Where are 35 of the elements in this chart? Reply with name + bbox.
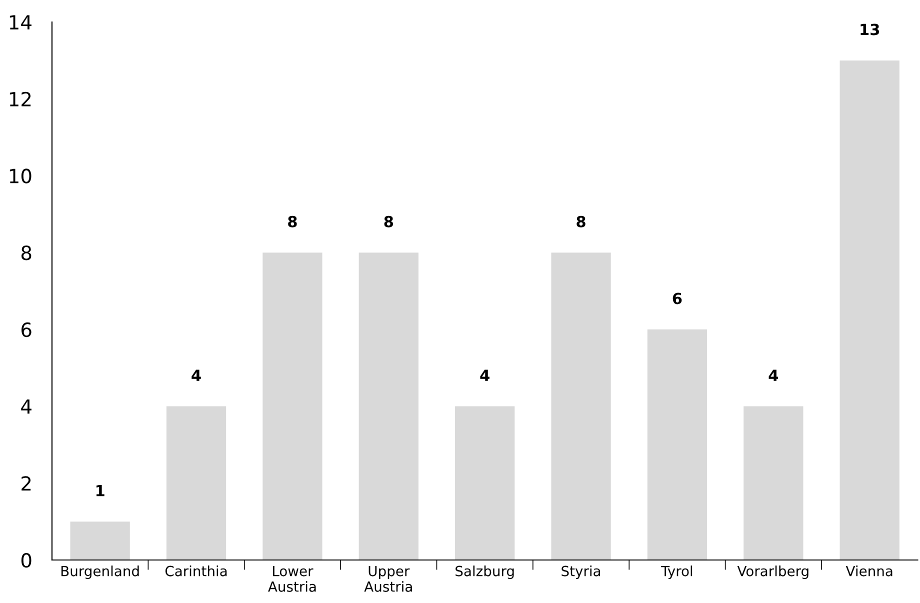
y-tick-label: 6 <box>22 322 32 338</box>
data-label: 4 <box>480 370 490 381</box>
y-tick-label: 0 <box>21 552 32 568</box>
bar <box>840 60 900 560</box>
y-tick-label: 4 <box>21 400 32 414</box>
bar <box>70 522 130 560</box>
data-label: 8 <box>576 216 586 228</box>
data-label: 4 <box>768 370 778 381</box>
x-tick-label: Carinthia <box>165 566 227 576</box>
data-label: 13 <box>860 24 880 36</box>
x-tick-label: Lower Austria <box>268 566 316 592</box>
y-tick-label: 14 <box>10 15 32 30</box>
bar <box>744 406 804 560</box>
data-label: 1 <box>96 485 104 496</box>
bar <box>166 406 226 560</box>
data-label: 4 <box>192 370 201 381</box>
bar <box>262 252 322 560</box>
data-label: 8 <box>288 216 297 228</box>
x-tick-label: Vienna <box>846 566 892 576</box>
x-tick-label: Vorarlberg <box>737 566 808 580</box>
x-tick-label: Upper Austria <box>364 566 412 592</box>
data-label: 8 <box>384 216 394 228</box>
x-tick-label: Burgenland <box>61 566 139 580</box>
y-tick-label: 10 <box>10 168 32 184</box>
y-tick-label: 2 <box>22 476 31 491</box>
bar <box>647 329 708 560</box>
bar <box>358 252 418 560</box>
x-tick-label: Styria <box>562 566 600 580</box>
x-tick-label: Salzburg <box>456 566 514 580</box>
y-tick-label: 12 <box>10 92 31 106</box>
x-tick-label: Tyrol <box>661 566 692 580</box>
bar <box>455 406 515 560</box>
bar <box>551 252 611 560</box>
data-label: 6 <box>672 292 682 304</box>
y-tick-label: 8 <box>21 246 32 260</box>
